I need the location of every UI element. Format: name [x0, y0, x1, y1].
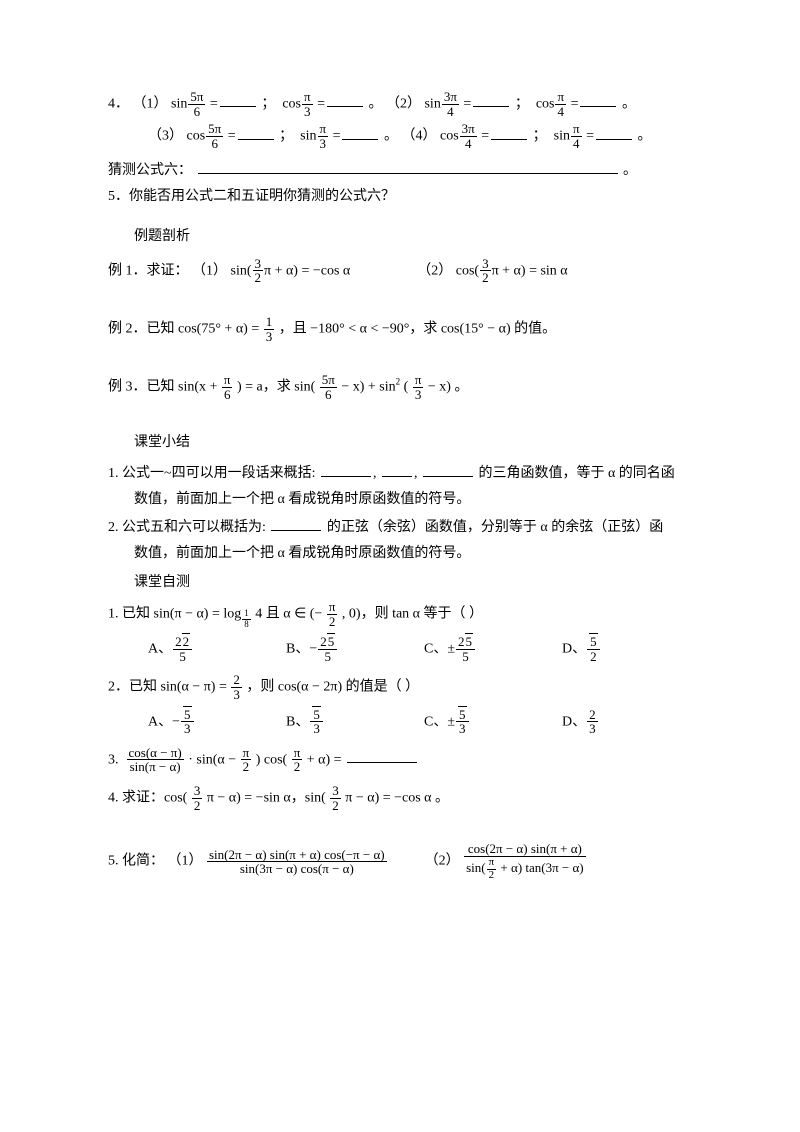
ex3-line: 例 3．已知 sin(x + π6 ) = a，求 sin( 5π6 − x) …	[108, 373, 700, 401]
q4-p4: （4）	[401, 129, 436, 144]
sum1c: 数值，前面加上一个把 α 看成锐角时原函数值的符号。	[108, 489, 700, 511]
q4-label: 4．	[108, 96, 129, 111]
summary-title: 课堂小结	[134, 435, 190, 450]
t3-line: 3. cos(α − π)sin(π − α) · sin(α − π2 ) c…	[108, 746, 700, 774]
q4-p2: （2）	[386, 96, 421, 111]
blank	[473, 92, 509, 107]
t1-C: C、±255	[424, 635, 562, 663]
blank	[491, 125, 527, 140]
blank	[580, 92, 616, 107]
blank	[238, 125, 274, 140]
q4-line1: 4． （1） sin5π6 = ； cosπ3 = 。 （2） sin3π4 =…	[108, 90, 700, 118]
t1-A: A、225	[148, 635, 286, 663]
t4-line: 4. 求证：cos( 32 π − α) = −sin α，sin( 32 π …	[108, 784, 700, 812]
blank-long	[198, 159, 618, 174]
sum1a: 1. 公式一~四可以用一段话来概括: , , 的三角函数值，等于 α 的同名函	[108, 462, 700, 485]
section-liti: 例题剖析	[108, 226, 700, 248]
q4-p1: （1）	[133, 96, 168, 111]
ex2-line: 例 2．已知 cos(75° + α) = 13 ，且 −180° < α < …	[108, 315, 700, 343]
q5-text: 5．你能否用公式二和五证明你猜测的公式六？	[108, 189, 395, 204]
t1-B: B、−255	[286, 635, 424, 663]
t1-D: D、52	[562, 635, 700, 663]
blank	[423, 462, 473, 477]
t2-D: D、23	[562, 708, 700, 736]
t1-line: 1. 已知 sin(π − α) = log18 4 且 α ∈ (− π2 ,…	[108, 600, 700, 629]
section-test: 课堂自测	[108, 572, 700, 594]
blank	[220, 92, 256, 107]
q4-line2: （3） cos5π6 = ； sinπ3 = 。 （4） cos3π4 = ； …	[108, 122, 700, 150]
blank	[327, 92, 363, 107]
blank	[596, 125, 632, 140]
t2-line: 2．已知 sin(α − π) = 23 ，则 cos(α − 2π) 的值是（…	[108, 673, 700, 701]
q5-line: 5．你能否用公式二和五证明你猜测的公式六？	[108, 186, 700, 208]
blank	[271, 516, 321, 531]
ex1-line: 例 1．求证： （1） sin(32π + α) = −cos α （2） co…	[108, 257, 700, 285]
section-summary: 课堂小结	[108, 432, 700, 454]
blank	[382, 462, 412, 477]
t2-C: C、±53	[424, 708, 562, 736]
t1-options: A、225 B、−255 C、±255 D、52	[108, 635, 700, 663]
sum2c: 数值，前面加上一个把 α 看成锐角时原函数值的符号。	[108, 543, 700, 565]
t2-A: A、−53	[148, 708, 286, 736]
sum2a: 2. 公式五和六可以概括为: 的正弦（余弦）函数值，分别等于 α 的余弦（正弦）…	[108, 516, 700, 539]
guess6-label: 猜测公式六：	[108, 163, 192, 178]
blank	[321, 462, 371, 477]
t2-B: B、53	[286, 708, 424, 736]
test-title: 课堂自测	[134, 575, 190, 590]
q4-p3: （3）	[148, 129, 183, 144]
blank	[347, 748, 417, 763]
liti-title: 例题剖析	[134, 229, 190, 244]
guess6-line: 猜测公式六： 。	[108, 159, 700, 182]
t5-line: 5. 化简： （1） sin(2π − α) sin(π + α) cos(−π…	[108, 842, 700, 881]
t2-options: A、−53 B、53 C、±53 D、23	[108, 708, 700, 736]
blank	[342, 125, 378, 140]
